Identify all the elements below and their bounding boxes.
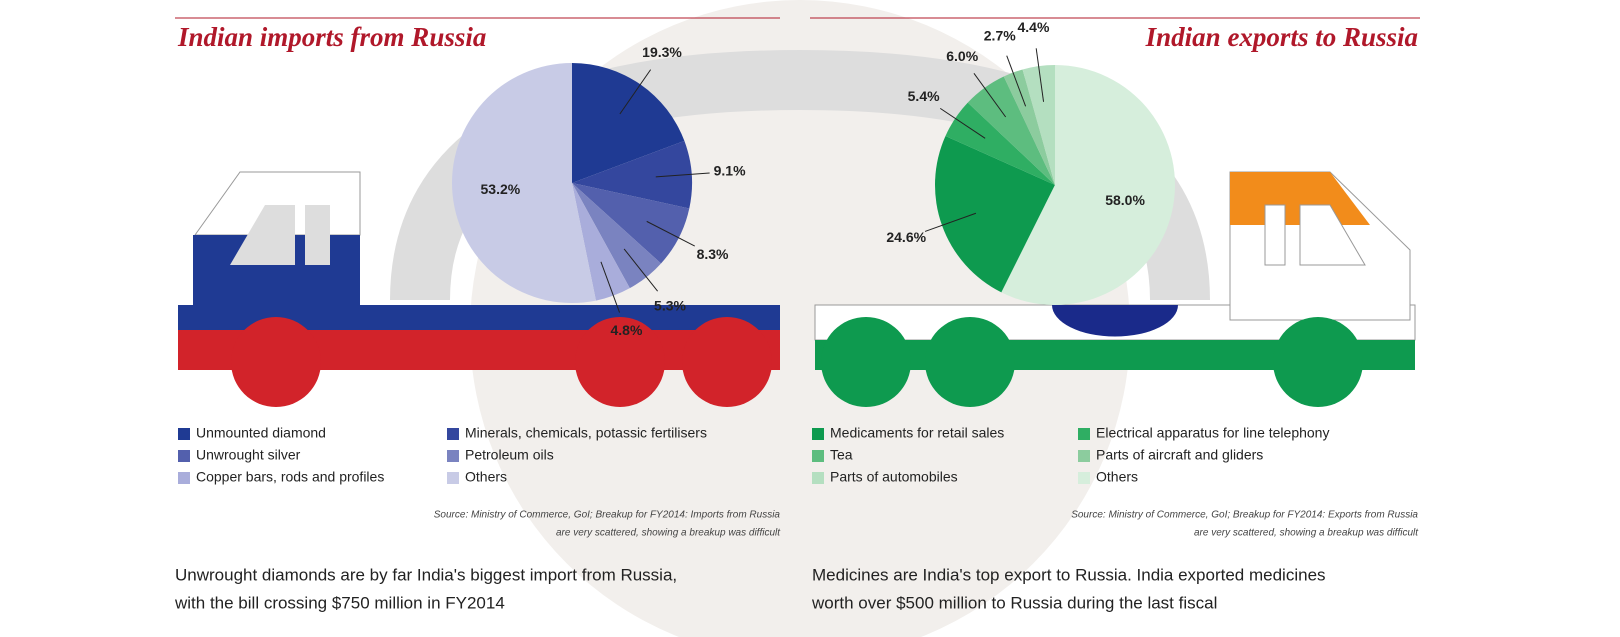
pie-slice [967, 76, 1055, 185]
value-label: 19.3% [642, 44, 682, 60]
legend-swatch [812, 428, 824, 440]
leader-line [924, 212, 977, 232]
value-label: 6.0% [946, 48, 978, 64]
legend-label: Others [465, 469, 507, 485]
value-label: 5.4% [908, 88, 940, 104]
leader-line [1006, 55, 1027, 107]
caption: worth over $500 million to Russia during… [811, 593, 1217, 612]
legend-label: Minerals, chemicals, potassic fertiliser… [465, 425, 707, 441]
pie-slice [572, 183, 662, 289]
value-label: 8.3% [697, 246, 729, 262]
pie-slice [1001, 65, 1176, 305]
chart-title: Indian imports from Russia [177, 22, 486, 52]
truck-russia [178, 171, 780, 407]
value-label: 2.7% [984, 28, 1016, 44]
legend-swatch [1078, 472, 1090, 484]
legend-swatch [447, 472, 459, 484]
pie-slice [452, 63, 596, 303]
legend-label: Tea [830, 447, 853, 463]
legend-swatch [1078, 428, 1090, 440]
truck-india [814, 171, 1416, 407]
leader-line [973, 73, 1007, 118]
legend-label: Petroleum oils [465, 447, 554, 463]
legend-swatch [447, 428, 459, 440]
legend-label: Unmounted diamond [196, 425, 326, 441]
value-label: 9.1% [714, 162, 746, 178]
source-note: Source: Ministry of Commerce, GoI; Break… [1071, 510, 1418, 521]
legend-label: Medicaments for retail sales [830, 425, 1004, 441]
value-label: 58.0% [1105, 192, 1145, 208]
source-note: Source: Ministry of Commerce, GoI; Break… [434, 510, 781, 521]
pie-slice [945, 102, 1055, 185]
legend-swatch [178, 472, 190, 484]
legend-label: Parts of automobiles [830, 469, 958, 485]
legend-label: Electrical apparatus for line telephony [1096, 425, 1329, 441]
legend-label: Parts of aircraft and gliders [1096, 447, 1263, 463]
chart-title: Indian exports to Russia [1145, 22, 1418, 52]
caption: with the bill crossing $750 million in F… [174, 593, 505, 612]
legend-label: Copper bars, rods and profiles [196, 469, 384, 485]
pie-slice [572, 183, 690, 264]
source-note: are very scattered, showing a breakup wa… [1194, 528, 1419, 539]
leader-line [600, 261, 621, 313]
value-label: 4.8% [610, 322, 642, 338]
caption: Medicines are India's top export to Russ… [812, 565, 1326, 584]
legend-label: Unwrought silver [196, 447, 301, 463]
pie-slice [572, 183, 630, 301]
leader-line [619, 69, 652, 115]
value-label: 4.4% [1018, 19, 1050, 35]
leader-line [939, 107, 986, 139]
value-label: 24.6% [886, 229, 926, 245]
source-note: are very scattered, showing a breakup wa… [556, 528, 781, 539]
caption: Unwrought diamonds are by far India's bi… [175, 565, 677, 584]
legend-swatch [812, 450, 824, 462]
leader-line [655, 172, 710, 178]
leader-line [623, 248, 658, 292]
legend-swatch [812, 472, 824, 484]
leader-line [646, 220, 695, 247]
pie-slice [1003, 69, 1055, 185]
pie-slice [935, 135, 1055, 293]
legend-swatch [1078, 450, 1090, 462]
legend-swatch [178, 450, 190, 462]
legend-swatch [447, 450, 459, 462]
leader-line [1035, 48, 1045, 102]
pie-slice [572, 63, 685, 183]
pie-slice [572, 140, 693, 209]
pie-slice [1022, 65, 1055, 185]
value-label: 53.2% [481, 181, 521, 197]
legend-swatch [178, 428, 190, 440]
value-label: 5.3% [654, 298, 686, 314]
legend-label: Others [1096, 469, 1138, 485]
